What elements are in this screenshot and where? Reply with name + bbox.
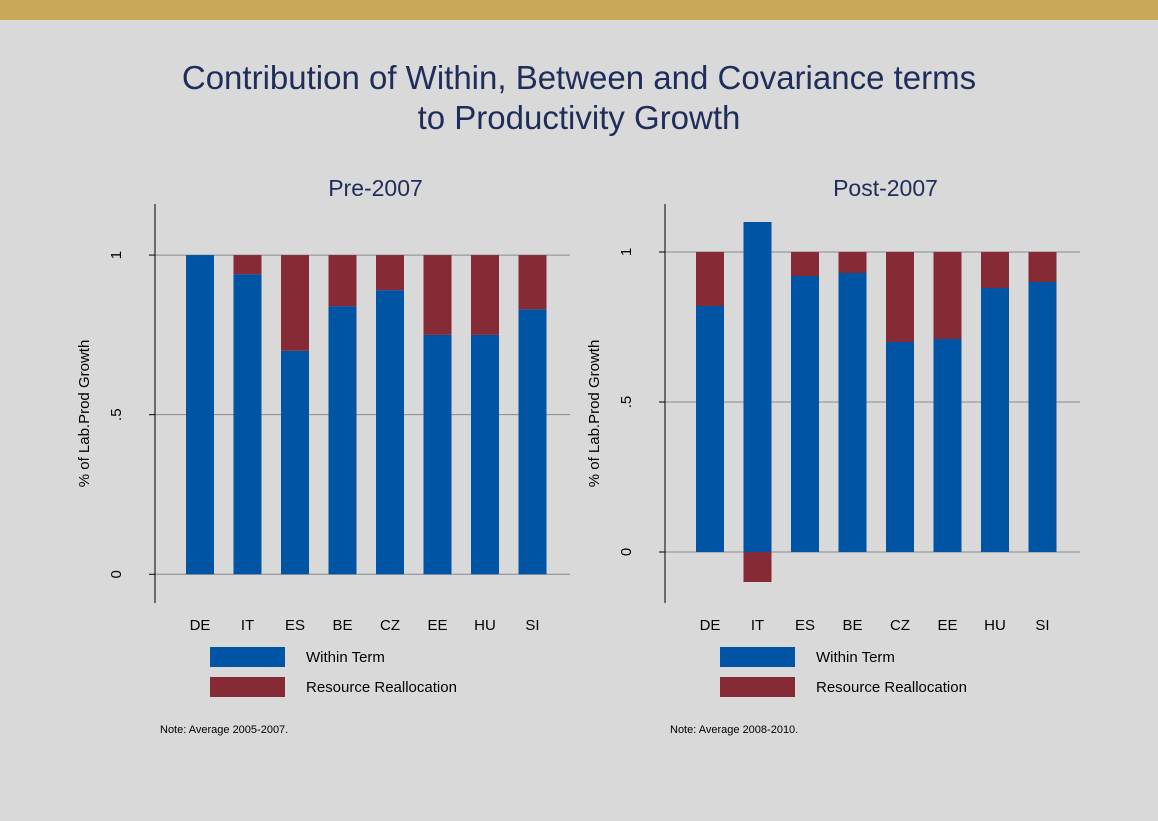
x-tick-label: DE [190, 617, 211, 634]
top-accent-bar [0, 0, 1158, 20]
y-tick-label: .5 [108, 408, 125, 421]
x-tick-label: SI [1035, 617, 1049, 634]
x-tick-label: ES [795, 617, 815, 634]
legend-swatch-within [210, 647, 285, 667]
bar-it-within [233, 274, 262, 575]
x-tick-label: IT [751, 617, 764, 634]
bar-cz-reallocation [886, 252, 914, 342]
x-tick-label: ES [285, 617, 305, 634]
legend-label-reallocation: Resource Reallocation [306, 679, 457, 696]
bar-hu-within [981, 288, 1009, 552]
y-tick-label: 0 [618, 548, 635, 556]
bar-es-within [281, 350, 309, 575]
chart-pre-2007: Pre-2007 0 .5 1 % of Lab.Prod Growth DE IT ES BE… [76, 175, 570, 736]
bar-be-reallocation [838, 252, 867, 273]
bar-es-reallocation [791, 252, 819, 276]
x-tick-label: SI [525, 617, 539, 634]
x-tick-label: EE [937, 617, 957, 634]
x-tick-label: CZ [380, 617, 400, 634]
x-tick-label: BE [842, 617, 862, 634]
slide-title: Contribution of Within, Between and Cova… [0, 58, 1158, 138]
y-tick-label: .5 [618, 396, 635, 409]
bar-si-reallocation [1028, 252, 1057, 282]
bar-be-within [328, 306, 357, 575]
bar-cz-within [886, 342, 914, 552]
bar-de-within [696, 306, 724, 552]
x-tick-label: HU [474, 617, 496, 634]
bar-ee-reallocation [423, 255, 452, 335]
bar-si-within [518, 309, 547, 575]
legend-label-reallocation: Resource Reallocation [816, 679, 967, 696]
chart-note: Note: Average 2008-2010. [670, 724, 798, 736]
x-tick-label: HU [984, 617, 1006, 634]
y-axis-label: % of Lab.Prod Growth [76, 340, 93, 488]
chart-title: Pre-2007 [328, 175, 423, 201]
bar-cz-reallocation [376, 255, 404, 291]
bar-ee-within [933, 339, 962, 552]
bar-be-within [838, 273, 867, 552]
x-tick-label: BE [332, 617, 352, 634]
x-tick-label: CZ [890, 617, 910, 634]
legend-label-within: Within Term [816, 649, 895, 666]
bar-hu-within [471, 334, 499, 575]
legend-swatch-within [720, 647, 795, 667]
chart-note: Note: Average 2005-2007. [160, 724, 288, 736]
bar-it-within [743, 222, 772, 552]
x-tick-label: IT [241, 617, 254, 634]
legend-label-within: Within Term [306, 649, 385, 666]
bar-it-reallocation [233, 255, 262, 275]
bar-si-reallocation [518, 255, 547, 310]
legend-swatch-reallocation [720, 677, 795, 697]
bar-be-reallocation [328, 255, 357, 307]
y-tick-label: 1 [108, 251, 125, 259]
bar-si-within [1028, 282, 1057, 552]
bar-it-reallocation [743, 552, 772, 582]
y-tick-label: 1 [618, 248, 635, 256]
bar-de-reallocation [696, 252, 724, 306]
bar-ee-within [423, 334, 452, 575]
bar-hu-reallocation [981, 252, 1009, 288]
y-axis-label: % of Lab.Prod Growth [586, 340, 603, 488]
chart-post-2007: Post-2007 0 .5 1 % of Lab.Prod Growth DE IT ES B… [586, 175, 1080, 736]
bar-es-within [791, 276, 819, 552]
chart-title: Post-2007 [833, 175, 938, 201]
x-tick-label: EE [427, 617, 447, 634]
y-tick-label: 0 [108, 570, 125, 578]
bar-de-within [186, 255, 214, 575]
bar-es-reallocation [281, 255, 309, 351]
bar-ee-reallocation [933, 252, 962, 339]
slide-title-line-1: Contribution of Within, Between and Cova… [181, 59, 977, 96]
bar-cz-within [376, 290, 404, 575]
legend-swatch-reallocation [210, 677, 285, 697]
x-tick-label: DE [700, 617, 721, 634]
slide-title-line-2: to Productivity Growth [417, 99, 741, 136]
bar-hu-reallocation [471, 255, 499, 335]
